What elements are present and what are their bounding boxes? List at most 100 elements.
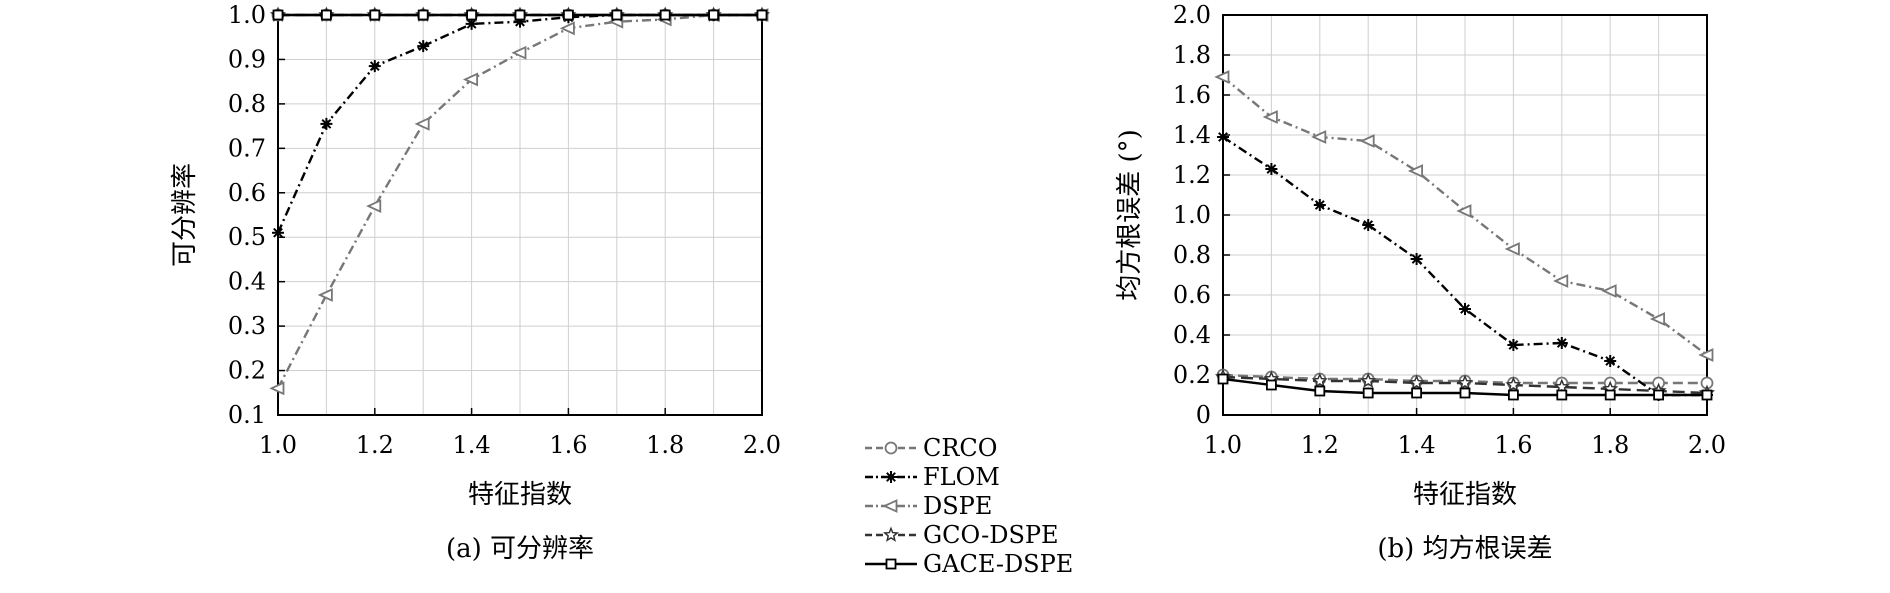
legend-label: GCO-DSPE	[923, 521, 1059, 549]
data-point-gace-dspe	[1411, 387, 1422, 399]
y-tick-label: 1.2	[1173, 161, 1211, 189]
x-tick-label: 1.4	[453, 431, 491, 459]
panel-caption: (a) 可分辨率	[446, 534, 594, 564]
y-tick-label: 0.5	[228, 223, 266, 251]
x-tick-label: 1.6	[1494, 431, 1532, 459]
data-point-dspe	[1698, 348, 1714, 362]
data-point-gace-dspe	[1556, 389, 1568, 401]
data-point-flom	[320, 117, 333, 130]
data-point-dspe	[1359, 134, 1375, 148]
data-point-flom	[272, 226, 284, 239]
y-tick-label: 0.2	[228, 357, 266, 385]
y-tick-label: 0.9	[228, 45, 266, 73]
data-point-dspe	[462, 72, 479, 87]
y-tick-label: 0.8	[228, 90, 266, 118]
data-point-flom	[1410, 253, 1423, 265]
data-point-dspe	[1407, 164, 1423, 178]
y-tick-label: 0.6	[228, 179, 266, 207]
data-point-dspe	[559, 21, 575, 36]
data-point-gace-dspe	[369, 9, 381, 21]
y-tick-label: 1.0	[228, 1, 266, 29]
y-axis-label: 均方根误差 (°)	[1115, 129, 1145, 301]
x-tick-label: 1.8	[1591, 431, 1629, 459]
data-point-gace-dspe	[1217, 373, 1229, 385]
data-point-dspe	[414, 116, 430, 131]
panel-a-resolution-probability: 1.0 1.2 1.4 1.6 1.8 2.0 0.1 0.2 0.3 0.4 0.5 0.6 0.7 0…	[170, 1, 781, 564]
data-point-flom	[1265, 163, 1278, 175]
data-point-dspe	[1553, 274, 1569, 288]
data-point-gace-dspe	[756, 9, 768, 21]
data-point-flom	[1555, 337, 1568, 349]
x-tick-label: 1.4	[1398, 431, 1436, 459]
y-tick-label: 0.7	[228, 134, 266, 162]
y-tick-label: 0	[1196, 401, 1211, 429]
data-point-gace-dspe	[1653, 389, 1664, 401]
y-tick-label: 0.8	[1173, 241, 1211, 269]
data-point-dspe	[1311, 130, 1327, 144]
data-point-flom	[1362, 219, 1375, 231]
x-tick-label: 1.0	[1204, 431, 1242, 459]
data-point-flom	[1217, 131, 1229, 143]
data-point-flom	[1459, 303, 1471, 315]
data-point-gco-dspe	[1505, 376, 1522, 392]
data-point-dspe	[1649, 312, 1665, 326]
y-tick-label: 1.6	[1173, 81, 1211, 109]
y-tick-label: 1.0	[1173, 201, 1211, 229]
data-point-gace-dspe	[611, 9, 623, 21]
data-point-gco-dspe	[1311, 372, 1328, 388]
legend-label: DSPE	[923, 492, 992, 520]
y-tick-label: 1.4	[1173, 121, 1211, 149]
data-point-dspe	[269, 381, 285, 396]
y-tick-label: 0.4	[228, 268, 266, 296]
data-point-gace-dspe	[563, 9, 574, 21]
data-point-gace-dspe	[708, 9, 719, 21]
data-point-dspe	[1456, 204, 1472, 218]
y-tick-label: 0.3	[228, 312, 266, 340]
panel-caption: (b) 均方根误差	[1377, 534, 1552, 564]
legend-marker	[882, 526, 900, 542]
series-line-dspe	[1222, 76, 1708, 356]
data-point-gace-dspe	[659, 9, 671, 21]
x-tick-label: 1.8	[646, 431, 684, 459]
x-tick-label: 1.2	[356, 431, 394, 459]
data-point-dspe	[317, 288, 333, 302]
data-point-gace-dspe	[1266, 379, 1277, 391]
data-point-gco-dspe	[1408, 374, 1425, 390]
data-point-gace-dspe	[1459, 387, 1471, 399]
y-tick-label: 0.2	[1173, 361, 1211, 389]
x-axis-label: 特征指数	[468, 480, 572, 510]
y-tick-label: 0.6	[1173, 281, 1211, 309]
legend-marker	[885, 471, 897, 483]
legend-label: CRCO	[923, 434, 997, 462]
data-point-gco-dspe	[1456, 374, 1474, 390]
legend-marker	[885, 558, 897, 570]
x-tick-label: 2.0	[1688, 431, 1726, 459]
x-tick-label: 1.2	[1301, 431, 1339, 459]
y-tick-label: 1.8	[1173, 41, 1211, 69]
data-point-gace-dspe	[1508, 389, 1519, 401]
data-point-gace-dspe	[514, 9, 526, 21]
panel-b-rmse: 1.0 1.2 1.4 1.6 1.8 2.0 0 0.2 0.4 0.6 0.8 1.0 1.2 1.4…	[1115, 1, 1726, 564]
data-point-gace-dspe	[1362, 387, 1374, 399]
data-point-dspe	[1601, 284, 1617, 298]
data-point-flom	[368, 60, 381, 73]
legend-label: FLOM	[923, 463, 1000, 491]
data-point-gace-dspe	[272, 9, 284, 21]
y-tick-label: 0.1	[228, 401, 266, 429]
y-tick-label: 0.4	[1173, 321, 1211, 349]
x-axis-label: 特征指数	[1413, 480, 1517, 510]
x-tick-label: 2.0	[743, 431, 781, 459]
data-point-gace-dspe	[1314, 385, 1326, 397]
data-point-dspe	[511, 45, 527, 60]
data-point-dspe	[1262, 110, 1278, 124]
data-point-gco-dspe	[1360, 372, 1377, 388]
data-point-flom	[1507, 339, 1520, 351]
data-point-gace-dspe	[1701, 389, 1713, 401]
data-point-flom	[1604, 355, 1617, 367]
data-point-gace-dspe	[417, 9, 429, 21]
legend-marker	[882, 499, 898, 513]
legend-label: GACE-DSPE	[923, 550, 1073, 578]
y-tick-label: 2.0	[1173, 1, 1211, 29]
